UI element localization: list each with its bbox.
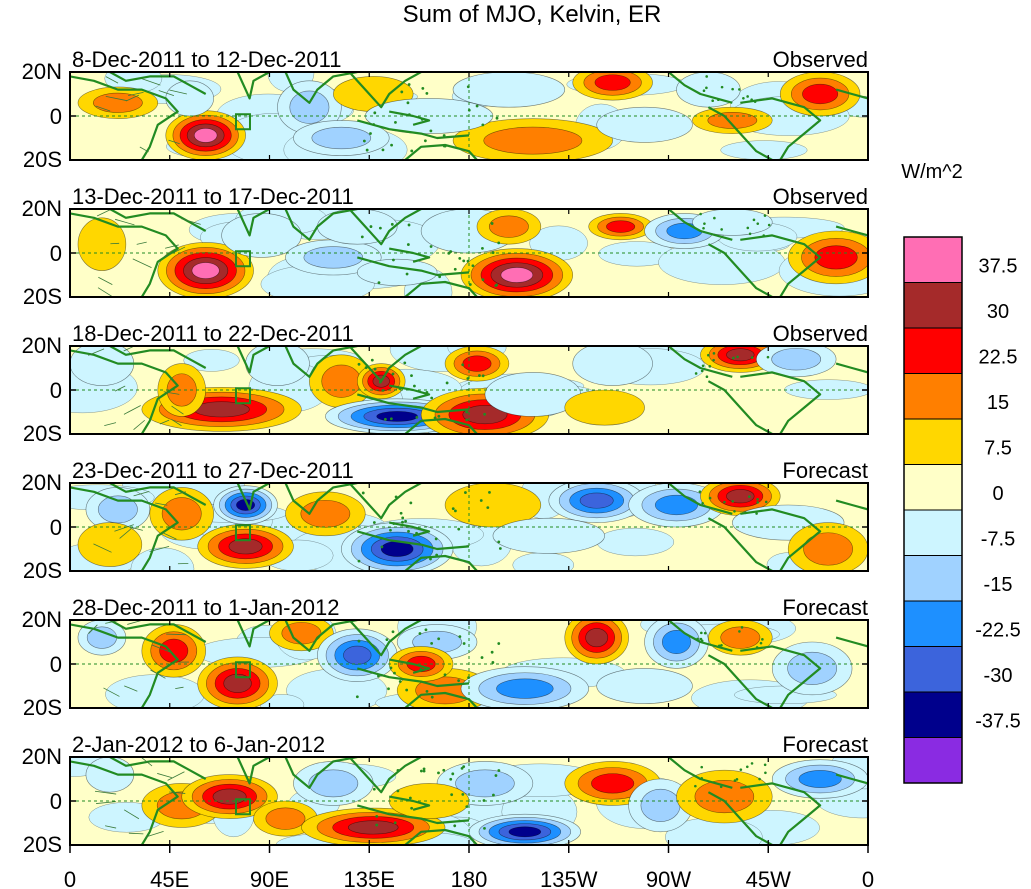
- colorbar-segment: [903, 646, 963, 693]
- lat-tick-label: 20S: [23, 284, 62, 309]
- map-panel: 20N 0 20S 23-Dec-2011 to 27-Dec-2011 Forecas…: [22, 458, 869, 583]
- lat-tick-label: 20N: [22, 333, 62, 358]
- colorbar-segment: [903, 373, 963, 420]
- lon-tick-label: 90E: [250, 867, 289, 889]
- units-label: W/m^2: [901, 161, 963, 183]
- lat-tick-label: 20N: [22, 59, 62, 84]
- anomaly-contour: [183, 349, 240, 372]
- map-panel: 20N 0 20S 8-Dec-2011 to 12-Dec-2011 Observed: [22, 47, 869, 172]
- lat-tick-label: 0: [50, 789, 62, 814]
- colorbar-label: 37.5: [979, 256, 1018, 278]
- coastlines: [70, 757, 868, 845]
- anomaly-features: [70, 346, 837, 434]
- lon-tick-label: 90W: [646, 867, 691, 889]
- reference-box: [234, 250, 251, 268]
- colorbar-label: 0: [992, 483, 1003, 505]
- reference-box: [234, 661, 251, 679]
- panel-status-label: Forecast: [782, 595, 868, 620]
- colorbar-segment: [903, 327, 963, 374]
- colorbar-segment: [903, 464, 963, 511]
- lat-tick-label: 0: [50, 378, 62, 403]
- lat-tick-label: 20N: [22, 470, 62, 495]
- coastlines: [70, 72, 868, 160]
- colorbar-segment: [903, 236, 963, 283]
- map-panel: 20N 0 20S 28-Dec-2011 to 1-Jan-2012 Forecast: [22, 595, 869, 720]
- lon-tick-label: 0: [64, 867, 76, 889]
- reference-box: [234, 113, 251, 131]
- colorbar-segment: [903, 282, 963, 329]
- colorbar-segment: [903, 600, 963, 647]
- lon-tick-label: 45E: [150, 867, 189, 889]
- lon-tick-label: 45W: [746, 867, 791, 889]
- panel-period-label: 8-Dec-2011 to 12-Dec-2011: [72, 47, 341, 72]
- coastlines: [70, 346, 868, 434]
- anomaly-features: [77, 209, 868, 297]
- colorbar-label: -22.5: [975, 620, 1021, 642]
- map-panel: 20N 0 20S 13-Dec-2011 to 17-Dec-2011 Observe…: [22, 184, 869, 309]
- coastlines: [70, 620, 868, 708]
- anomaly-features: [85, 757, 868, 845]
- colorbar-label: 30: [987, 301, 1009, 323]
- reference-box: [234, 524, 251, 542]
- colorbar-segment: [903, 555, 963, 602]
- panel-period-label: 23-Dec-2011 to 27-Dec-2011: [72, 458, 354, 483]
- panel-status-label: Forecast: [782, 458, 868, 483]
- anomaly-contour: [130, 547, 195, 571]
- map-panel: 20N 0 20S 18-Dec-2011 to 22-Dec-2011 Observe…: [22, 321, 869, 446]
- lat-tick-label: 20N: [22, 607, 62, 632]
- colorbar-segment: [903, 691, 963, 738]
- lon-tick-label: 180: [451, 867, 488, 889]
- lat-tick-label: 20N: [22, 196, 62, 221]
- panel-period-label: 28-Dec-2011 to 1-Jan-2012: [72, 595, 339, 620]
- panel-status-label: Observed: [773, 184, 868, 209]
- anomaly-features: [77, 72, 861, 160]
- lat-tick-label: 0: [50, 515, 62, 540]
- colorbar-label: -30: [984, 665, 1013, 687]
- colorbar-label: 15: [987, 392, 1009, 414]
- colorbar-segment: [903, 737, 963, 784]
- panel-period-label: 2-Jan-2012 to 6-Jan-2012: [72, 732, 325, 757]
- coastlines: [70, 209, 868, 297]
- colorbar: 37.5 30 22.5 15 7.5 0 -7.5 -15 -22.5 -30 -37.5: [903, 236, 1021, 784]
- anomaly-contour: [720, 140, 808, 160]
- panel-status-label: Forecast: [782, 732, 868, 757]
- lat-tick-label: 0: [50, 652, 62, 677]
- colorbar-segment: [903, 418, 963, 465]
- panel-status-label: Observed: [773, 321, 868, 346]
- lon-tick-label: 135W: [540, 867, 598, 889]
- panel-period-label: 18-Dec-2011 to 22-Dec-2011: [72, 321, 354, 346]
- lon-tick-label: 0: [862, 867, 874, 889]
- figure-title: Sum of MJO, Kelvin, ER: [403, 1, 662, 28]
- reference-box: [234, 387, 251, 405]
- colorbar-label: -7.5: [981, 529, 1015, 551]
- lat-tick-label: 20N: [22, 744, 62, 769]
- colorbar-label: -15: [984, 574, 1013, 596]
- colorbar-label: 7.5: [984, 438, 1012, 460]
- map-panel: 20N 0 20S 2-Jan-2012 to 6-Jan-2012 Forecast: [22, 732, 869, 857]
- lat-tick-label: 0: [50, 104, 62, 129]
- panel-period-label: 13-Dec-2011 to 17-Dec-2011: [72, 184, 354, 209]
- anomaly-contour: [596, 527, 675, 557]
- colorbar-label: -37.5: [975, 711, 1021, 733]
- anomaly-contour: [512, 552, 575, 571]
- lat-tick-label: 20S: [23, 421, 62, 446]
- lon-tick-label: 135E: [344, 867, 395, 889]
- lat-tick-label: 0: [50, 241, 62, 266]
- lat-tick-label: 20S: [23, 695, 62, 720]
- colorbar-label: 22.5: [979, 347, 1018, 369]
- colorbar-segment: [903, 509, 963, 556]
- reference-box: [234, 798, 251, 816]
- panel-status-label: Observed: [773, 47, 868, 72]
- lat-tick-label: 20S: [23, 558, 62, 583]
- lat-tick-label: 20S: [23, 147, 62, 172]
- coastlines: [70, 483, 868, 571]
- lat-tick-label: 20S: [23, 832, 62, 857]
